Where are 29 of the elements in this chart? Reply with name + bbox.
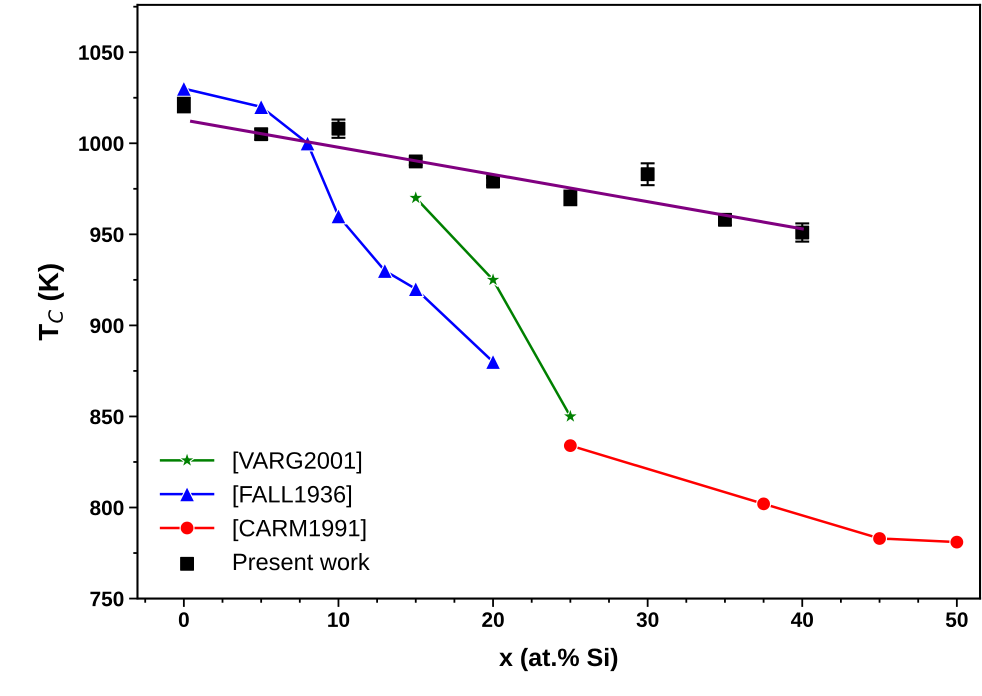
point	[330, 208, 347, 224]
y-tick-label: 800	[90, 500, 124, 516]
x-tick-label: 50	[946, 612, 968, 628]
y-axis-title: T$_{C}$ (K)	[38, 264, 64, 340]
legend-label: Present work	[234, 552, 370, 570]
point	[949, 534, 964, 550]
y-tick-label: 1000	[79, 136, 124, 152]
point	[408, 280, 424, 298]
y-tick-label: 950	[90, 227, 124, 242]
legend-label: [VARG2001]	[234, 451, 362, 474]
point	[376, 262, 394, 279]
point	[252, 98, 270, 116]
point	[562, 438, 578, 454]
point	[756, 496, 772, 512]
x-axis-title: x (at.% Si)	[499, 648, 618, 672]
point	[176, 80, 192, 97]
legend-label: [FALL1936]	[234, 485, 352, 508]
y-tick-label: 850	[90, 409, 124, 424]
x-tick-label: 30	[636, 612, 658, 628]
y-tick-label: 750	[90, 592, 124, 606]
y-tick-label: 1050	[79, 45, 124, 60]
x-tick-label: 40	[790, 612, 813, 628]
y-tick-label: 900	[90, 318, 124, 334]
x-tick-label: 0	[178, 612, 189, 628]
point	[872, 530, 888, 546]
x-tick-label: 20	[482, 612, 504, 628]
legend-label: [CARM1991]	[234, 519, 366, 542]
point	[484, 354, 502, 370]
x-tick-label: 10	[328, 612, 350, 628]
